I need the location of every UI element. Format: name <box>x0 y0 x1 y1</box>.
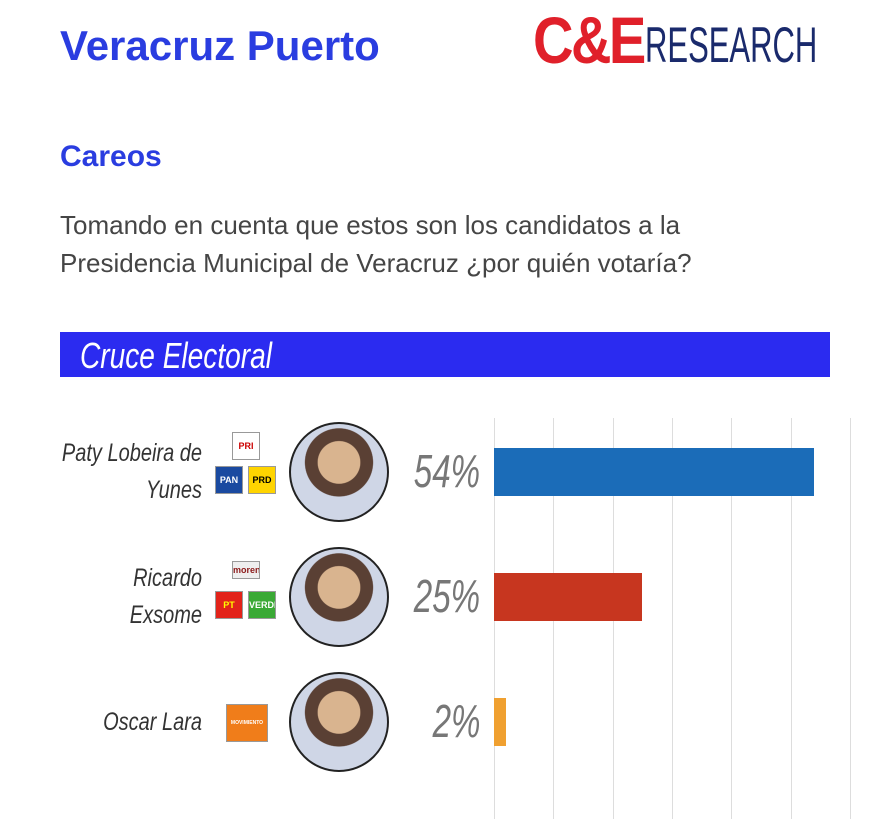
grid-line <box>672 418 673 819</box>
party-logo: VERDE <box>248 591 276 619</box>
party-logo: MOVIMIENTO CIUDADANO <box>226 704 268 742</box>
subtitle: Careos <box>60 140 162 173</box>
category-label: Oscar Lara <box>103 707 202 736</box>
party-logo: PRI <box>232 432 260 460</box>
category-label: Ricardo Exsome <box>129 564 202 629</box>
bar <box>494 448 815 496</box>
candidate-photo <box>289 422 389 522</box>
title: Veracruz Puerto <box>60 22 380 69</box>
grid-line <box>850 418 851 819</box>
bar <box>494 573 643 621</box>
party-logo: morena <box>232 561 260 579</box>
bar <box>494 698 506 746</box>
grid-line <box>731 418 733 819</box>
party-logo: PAN <box>215 466 243 494</box>
question: Tomando en cuenta que estos son los cand… <box>60 210 692 278</box>
logo-brand: C&E <box>533 3 646 77</box>
party-logo: PRD <box>248 466 276 494</box>
candidate-photo <box>289 547 389 647</box>
grid-line <box>790 418 792 819</box>
party-logo: PT <box>215 591 243 619</box>
chart-banner: Cruce Electoral <box>60 332 830 377</box>
logo-word: RESEARCH <box>645 17 818 73</box>
candidate-photo <box>289 672 389 772</box>
chart-title: Cruce Electoral <box>80 335 272 376</box>
value-label: 54% <box>413 445 480 497</box>
value-label: 2% <box>432 695 480 747</box>
value-label: 25% <box>413 570 480 622</box>
category-label: Paty Lobeira de Yunes <box>61 439 203 504</box>
logo: C&E RESEARCH <box>533 2 817 77</box>
